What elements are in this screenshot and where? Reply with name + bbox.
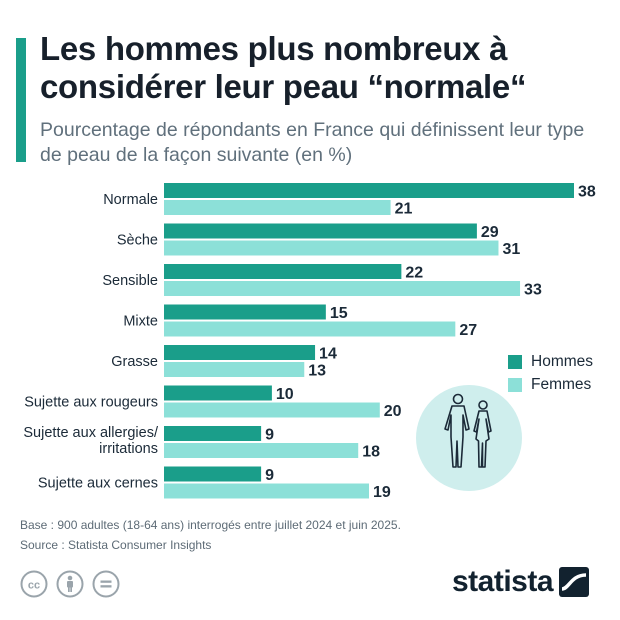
bar-hommes (164, 183, 574, 198)
value-label-hommes: 15 (330, 305, 348, 322)
legend-item-hommes: Hommes (508, 350, 593, 373)
bar-hommes (164, 304, 326, 320)
legend-label-hommes: Hommes (531, 352, 594, 370)
bar-group: Normale 38 21 (103, 183, 596, 218)
value-label-femmes: 19 (373, 484, 391, 501)
bar-group: Sujette aux rougeurs 10 20 (24, 385, 402, 420)
bar-group: Sensible 22 33 (102, 264, 542, 299)
value-label-femmes: 27 (459, 322, 477, 339)
bar-hommes (164, 385, 272, 401)
svg-text:cc: cc (28, 580, 40, 592)
value-label-femmes: 31 (502, 241, 520, 258)
category-label-line: Sujette aux rougeurs (24, 395, 158, 411)
man-woman-silhouette-icon (416, 385, 522, 491)
bar-group: Sujette aux cernes 9 19 (38, 466, 391, 501)
legend-item-femmes: Femmes (508, 373, 593, 396)
category-label: Sujette aux cernes (38, 476, 158, 492)
bar-femmes (164, 240, 499, 256)
attribution-person-icon[interactable] (56, 570, 84, 598)
category-label-line: irritations (99, 441, 158, 457)
category-label: Sujette aux rougeurs (24, 395, 158, 411)
bar-femmes (164, 362, 305, 377)
bar-femmes (164, 200, 391, 215)
chart-legend: Hommes Femmes (508, 350, 593, 396)
bar-hommes (164, 264, 402, 279)
bar-group: Mixte 15 27 (123, 304, 477, 339)
bar-femmes (164, 443, 359, 458)
statista-logo-icon (559, 567, 590, 597)
category-label-line: Sujette aux cernes (38, 476, 158, 492)
bar-hommes (164, 466, 262, 482)
value-label-femmes: 18 (362, 444, 380, 461)
value-label-femmes: 21 (395, 201, 413, 218)
creative-commons-icon[interactable]: cc (20, 570, 48, 598)
value-label-hommes: 14 (319, 346, 337, 363)
title-accent-bar (16, 38, 26, 162)
legend-swatch-femmes (508, 377, 522, 392)
base-note: Base : 900 adultes (18-64 ans) interrogé… (20, 518, 401, 532)
legend-swatch-hommes (508, 354, 522, 369)
value-label-femmes: 20 (384, 403, 402, 420)
bar-femmes (164, 281, 521, 296)
bar-hommes (164, 223, 477, 239)
value-label-hommes: 9 (265, 467, 274, 484)
no-derivatives-icon[interactable] (92, 570, 120, 598)
chart-subtitle: Pourcentage de répondants en France qui … (40, 119, 585, 166)
source-note: Source : Statista Consumer Insights (20, 538, 212, 552)
value-label-femmes: 33 (524, 282, 542, 299)
category-label-line: Sèche (117, 233, 158, 249)
category-label: Sujette aux allergies/irritations (23, 425, 159, 457)
bar-group: Sujette aux allergies/irritations 9 18 (23, 425, 380, 461)
statista-brand[interactable]: statista (452, 565, 590, 599)
value-label-femmes: 13 (308, 363, 326, 380)
bar-femmes (164, 483, 369, 499)
value-label-hommes: 9 (265, 427, 274, 444)
license-icons: cc (20, 570, 120, 598)
value-label-hommes: 22 (405, 265, 423, 282)
category-label: Mixte (123, 314, 158, 330)
bar-hommes (164, 345, 316, 360)
category-label-line: Mixte (123, 314, 158, 330)
value-label-hommes: 10 (276, 386, 294, 403)
value-label-hommes: 29 (481, 224, 499, 241)
category-label-line: Grasse (111, 354, 158, 370)
bar-hommes (164, 426, 262, 441)
category-label-line: Sensible (102, 273, 158, 289)
value-label-hommes: 38 (578, 184, 596, 201)
category-label: Sensible (102, 273, 158, 289)
legend-label-femmes: Femmes (531, 375, 592, 393)
category-label: Normale (103, 192, 158, 208)
chart-footnote: Base : 900 adultes (18-64 ans) interrogé… (20, 515, 401, 555)
category-label-line: Normale (103, 192, 158, 208)
category-label-line: Sujette aux allergies/ (23, 425, 159, 441)
category-label: Grasse (111, 354, 158, 370)
brand-name: statista (452, 565, 554, 598)
category-label: Sèche (117, 233, 158, 249)
chart-title: Les hommes plus nombreux à considérer le… (40, 30, 527, 105)
bar-femmes (164, 321, 456, 337)
bar-femmes (164, 402, 380, 418)
